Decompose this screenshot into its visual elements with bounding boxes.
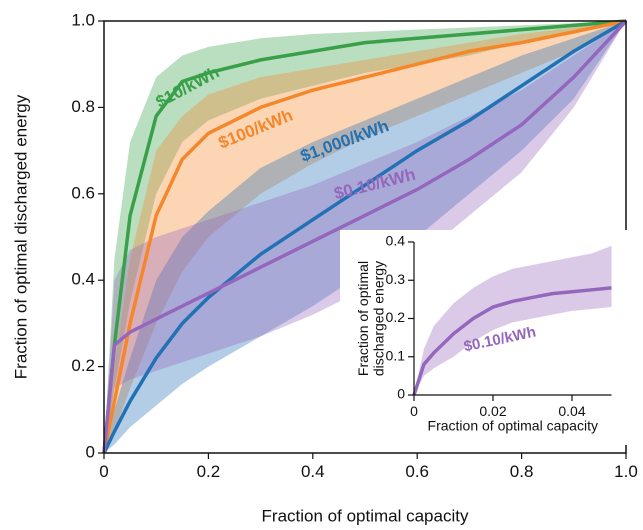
series-line [102, 19, 627, 454]
confidence-band [414, 245, 612, 395]
x-tick-label: 0.8 [510, 462, 534, 481]
x-tick-label: 0 [410, 403, 418, 419]
x-axis-label: Fraction of optimal capacity [262, 506, 469, 525]
series-line [412, 286, 612, 396]
y-tick-label: 0.4 [386, 233, 406, 249]
y-tick-label: 1.0 [71, 10, 95, 29]
inset-background [340, 230, 640, 445]
x-tick-label: 0.2 [197, 462, 221, 481]
x-tick-label: 0.4 [301, 462, 325, 481]
y-axis-label: Fraction of optimal [355, 261, 371, 376]
x-tick-label: 0.6 [405, 462, 429, 481]
y-tick-label: 0 [397, 386, 405, 402]
y-tick-label: 0 [86, 442, 95, 461]
series-line [102, 19, 627, 454]
y-tick-label: 0.3 [386, 271, 406, 287]
y-axis-label: Fraction of optimal discharged energy [11, 94, 30, 379]
y-tick-label: 0.2 [386, 309, 406, 325]
series-line [102, 19, 628, 454]
y-tick-label: 0.2 [71, 356, 95, 375]
y-axis-label: discharged energy [370, 261, 386, 376]
x-axis-label: Fraction of optimal capacity [428, 418, 598, 434]
x-tick-label: 0.04 [558, 403, 585, 419]
y-tick-label: 0.4 [71, 270, 95, 289]
x-tick-label: 0 [99, 462, 108, 481]
y-tick-label: 0.6 [71, 183, 95, 202]
x-tick-label: 0.02 [479, 403, 506, 419]
x-tick-label: 1.0 [614, 462, 638, 481]
confidence-band [104, 21, 626, 453]
y-tick-label: 0.8 [71, 97, 95, 116]
series-line [102, 19, 627, 454]
y-tick-label: 0.1 [386, 347, 406, 363]
